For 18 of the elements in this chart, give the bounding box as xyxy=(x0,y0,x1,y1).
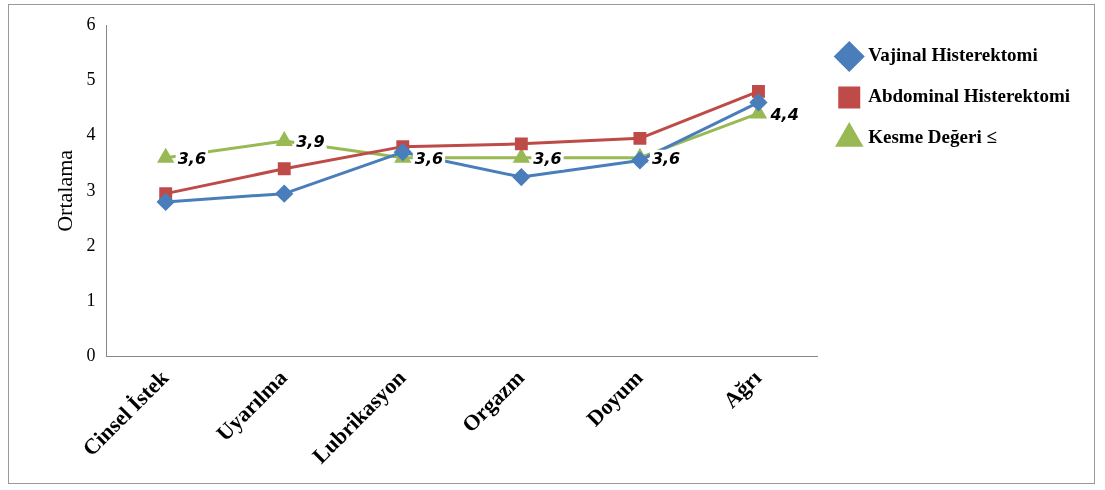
data-label: 3,9 xyxy=(296,132,325,152)
y-tick-label: 2 xyxy=(86,234,96,255)
legend-label: Kesme Değeri ≤ xyxy=(868,126,997,148)
x-tick-label: Ağrı xyxy=(718,364,767,413)
y-axis-title: Ortalama xyxy=(51,149,77,232)
y-tick-label: 5 xyxy=(86,69,96,90)
data-label: 3,6 xyxy=(651,148,681,168)
y-tick-label: 1 xyxy=(86,290,96,311)
data-label: 4,4 xyxy=(769,104,799,124)
y-tick-label: 6 xyxy=(86,13,96,34)
y-tick-label: 4 xyxy=(86,124,96,145)
y-tick-label: 0 xyxy=(86,345,96,366)
legend-label: Vajinal Histerektomi xyxy=(868,44,1038,66)
data-label: 3,6 xyxy=(177,148,207,168)
data-label: 3,6 xyxy=(414,148,444,168)
legend-label: Abdominal Histerektomi xyxy=(868,85,1071,107)
y-tick-label: 3 xyxy=(86,179,96,200)
data-label: 3,6 xyxy=(533,148,562,168)
